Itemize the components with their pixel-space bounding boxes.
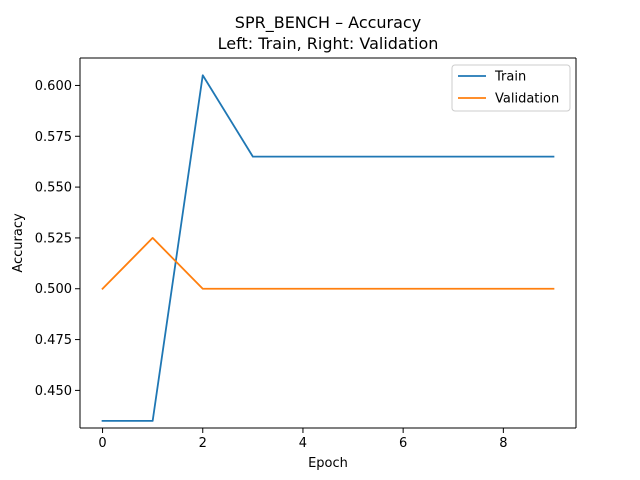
chart-subtitle: Left: Train, Right: Validation — [218, 34, 439, 53]
plot-background — [80, 58, 576, 428]
legend-label-train: Train — [494, 70, 526, 85]
x-tick-label: 0 — [98, 436, 106, 451]
x-tick-label: 8 — [499, 436, 507, 451]
legend-label-validation: Validation — [495, 92, 559, 107]
y-tick-label: 0.450 — [35, 384, 72, 399]
x-tick-label: 2 — [199, 436, 207, 451]
x-axis-ticks: 0 2 4 6 8 — [98, 428, 507, 451]
series-layer — [101, 74, 555, 422]
plot-area — [80, 58, 576, 428]
x-tick-label: 6 — [399, 436, 407, 451]
series-line-train — [101, 74, 555, 422]
legend: Train Validation — [451, 64, 571, 112]
y-tick-label: 0.550 — [35, 181, 72, 196]
y-axis-ticks: 0.450 0.475 0.500 0.525 0.550 0.575 0.600 — [35, 79, 80, 399]
x-axis-label: Epoch — [308, 456, 348, 471]
y-axis-label: Accuracy — [11, 213, 26, 273]
y-tick-label: 0.500 — [35, 282, 72, 297]
y-tick-label: 0.575 — [35, 130, 72, 145]
series-line-validation — [101, 237, 555, 291]
x-tick-label: 4 — [299, 436, 307, 451]
chart-title: SPR_BENCH – Accuracy — [235, 13, 421, 33]
y-tick-label: 0.475 — [35, 333, 72, 348]
axes-frame — [79, 57, 577, 429]
y-tick-label: 0.600 — [35, 79, 72, 94]
y-tick-label: 0.525 — [35, 231, 72, 246]
